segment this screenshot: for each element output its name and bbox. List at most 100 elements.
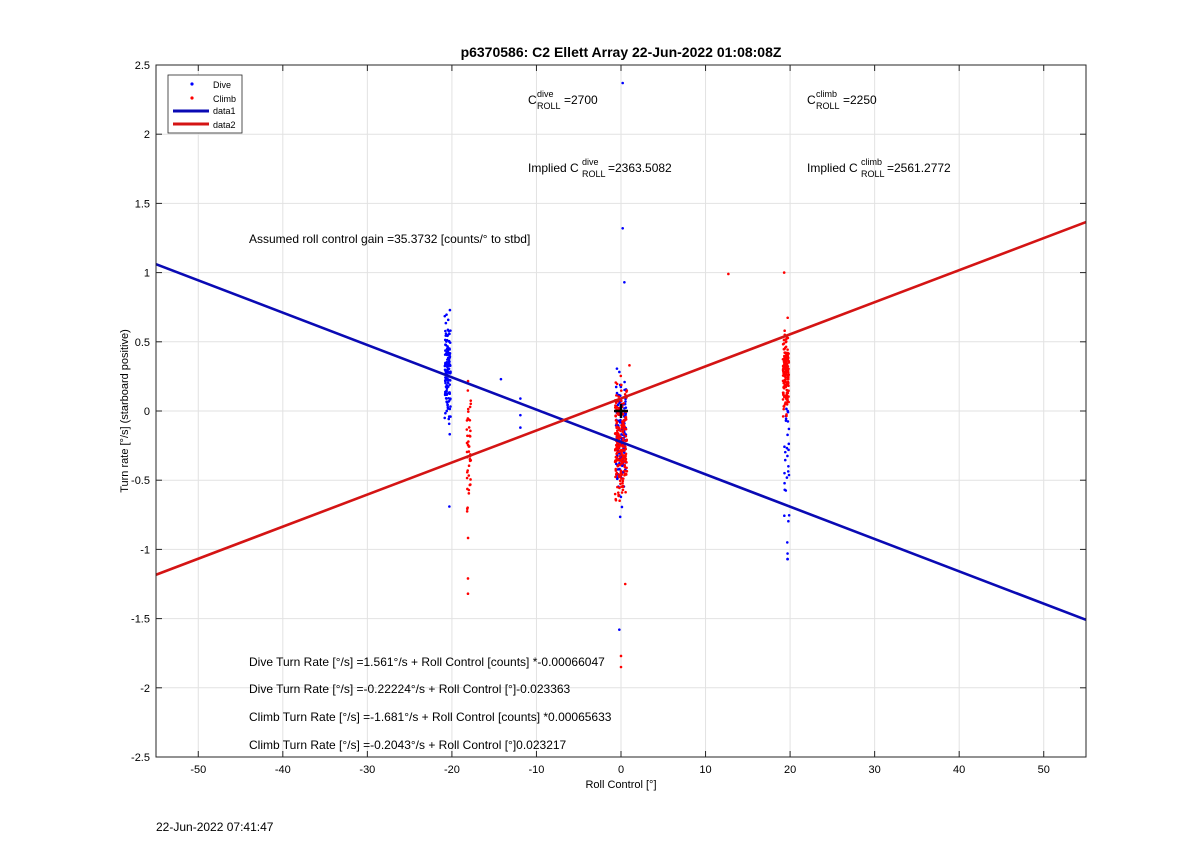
dive-point [786, 410, 790, 414]
dive-point [787, 473, 791, 477]
y-tick-label: -0.5 [131, 475, 150, 487]
y-tick-label: -2 [140, 683, 150, 695]
climb-point [614, 443, 618, 447]
climb-point [617, 395, 621, 398]
climb-point [613, 492, 617, 496]
annotation-eq-dive-counts: Dive Turn Rate [°/s] =1.561°/s + Roll Co… [249, 655, 605, 669]
climb-point [782, 381, 786, 385]
dive-point [624, 412, 628, 415]
dive-point [624, 406, 628, 409]
climb-point [623, 474, 626, 477]
dive-point [519, 426, 522, 429]
plot-frame [155, 64, 1087, 758]
climb-point [619, 654, 623, 658]
dive-point [448, 379, 452, 382]
dive-point [614, 462, 618, 466]
climb-point [466, 410, 470, 413]
dive-point [616, 403, 620, 406]
dive-point [444, 377, 448, 381]
climb-point [786, 356, 790, 360]
dive-point [447, 417, 451, 421]
climb-point [783, 338, 786, 342]
dive-point [445, 340, 448, 343]
dive-point [448, 332, 451, 336]
climb-point [623, 465, 627, 469]
x-tick-label: 10 [699, 764, 711, 776]
dive-point [445, 370, 448, 373]
dive-point [783, 471, 786, 475]
climb-point [782, 347, 786, 351]
y-axis-label: Turn rate [°/s] (starboard positive) [119, 329, 131, 493]
x-tick-label: -30 [359, 764, 375, 776]
climb-point [614, 459, 617, 462]
climb-point [786, 381, 790, 385]
annotation-c-dive: C dive ROLL =2700 [528, 89, 598, 111]
x-tick-label: -10 [529, 764, 545, 776]
climb-point [620, 485, 623, 488]
dive-point [787, 519, 790, 523]
svg-text:ROLL: ROLL [537, 101, 561, 111]
dive-point [783, 488, 787, 492]
climb-point [616, 464, 620, 468]
dive-point [619, 495, 623, 499]
dive-point [787, 448, 790, 452]
climb-point [787, 373, 791, 376]
climb-point [621, 477, 625, 480]
dive-point [615, 367, 619, 370]
x-tick-label: -50 [190, 764, 206, 776]
dive-point [447, 367, 451, 371]
dive-point [619, 418, 622, 422]
climb-point [624, 415, 628, 419]
climb-point [621, 448, 625, 452]
climb-point [785, 384, 788, 387]
annotation-implied-dive: Implied C dive ROLL =2363.5082 [528, 157, 672, 179]
svg-text:=2561.2772: =2561.2772 [887, 161, 951, 175]
climb-point [624, 434, 628, 438]
climb-point [618, 459, 622, 462]
dive-point [446, 318, 450, 322]
climb-point [781, 374, 785, 377]
climb-point [783, 378, 787, 381]
climb-point [618, 486, 621, 490]
dive-point [618, 628, 621, 631]
implied-climb-sub: ROLL [861, 169, 885, 179]
climb-point [614, 381, 618, 384]
legend-data1-label: data1 [213, 106, 236, 116]
climb-point [787, 359, 791, 363]
c-dive-sup: dive [537, 89, 554, 99]
climb-point [624, 427, 628, 431]
dive-point [445, 389, 448, 393]
climb-point [785, 391, 789, 395]
dive-point [623, 388, 626, 392]
climb-point [785, 354, 789, 357]
climb-point [625, 389, 629, 392]
dive-point [783, 445, 786, 448]
climb-point [468, 434, 471, 438]
dive-point [444, 381, 447, 385]
climb-point [615, 394, 618, 397]
dive-point [623, 380, 626, 384]
dive-point [443, 416, 447, 420]
climb-point [616, 491, 620, 494]
climb-point [467, 488, 471, 492]
climb-point [782, 405, 786, 408]
climb-point [465, 476, 469, 480]
climb-point [784, 340, 788, 343]
x-tick-label: 30 [869, 764, 881, 776]
dive-point [519, 413, 522, 417]
dive-point [448, 505, 451, 508]
dive-point [443, 314, 447, 318]
x-tick-label: 40 [953, 764, 965, 776]
climb-point [618, 499, 621, 503]
climb-point [621, 461, 625, 464]
dive-point [443, 353, 447, 356]
climb-point [782, 394, 786, 398]
climb-point [614, 404, 617, 407]
climb-point [617, 413, 620, 417]
climb-point [622, 454, 625, 457]
dive-point [785, 476, 789, 479]
implied-dive-value: =2363.5082 [608, 161, 672, 175]
dive-point [783, 514, 786, 517]
climb-point [614, 498, 618, 502]
annotation-eq-climb-degrees: Climb Turn Rate [°/s] =-0.2043°/s + Roll… [249, 738, 567, 752]
